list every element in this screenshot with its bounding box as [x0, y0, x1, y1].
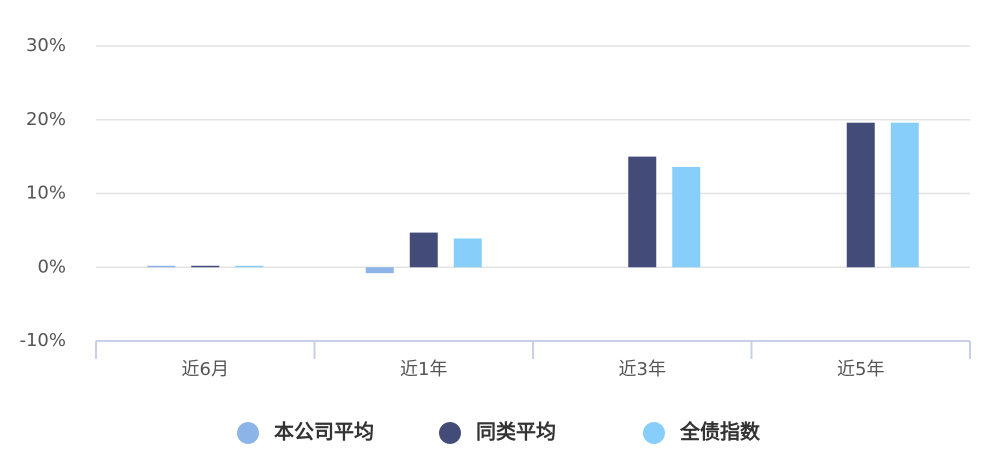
legend-label: 全债指数	[679, 420, 761, 444]
bar	[409, 232, 438, 268]
y-tick-label: 10%	[26, 183, 66, 204]
legend-item[interactable]: 本公司平均	[237, 420, 374, 445]
x-tick-label: 近5年	[837, 359, 884, 380]
bar	[846, 122, 875, 268]
bar	[191, 265, 220, 268]
legend-item[interactable]: 全债指数	[643, 420, 761, 445]
legend-item[interactable]: 同类平均	[439, 420, 556, 445]
y-tick-label: 30%	[26, 35, 66, 56]
legend-swatch	[237, 422, 259, 444]
legend: 本公司平均 同类平均 全债指数	[237, 420, 761, 445]
bar	[628, 156, 657, 268]
x-tick-label: 近1年	[400, 359, 447, 380]
legend-swatch	[439, 422, 461, 444]
bar	[235, 265, 264, 268]
y-tick-label: -10%	[19, 330, 66, 351]
legend-label: 本公司平均	[274, 420, 374, 444]
y-tick-label: 20%	[26, 109, 66, 130]
bar	[453, 238, 482, 268]
bar	[147, 265, 176, 268]
x-tick-label: 近6月	[182, 359, 229, 380]
bar	[672, 166, 701, 268]
bar	[890, 122, 919, 268]
x-tick-label: 近3年	[619, 359, 666, 380]
y-tick-label: 0%	[37, 256, 66, 277]
legend-swatch	[643, 422, 665, 444]
legend-label: 同类平均	[476, 420, 556, 444]
bar	[365, 267, 394, 274]
